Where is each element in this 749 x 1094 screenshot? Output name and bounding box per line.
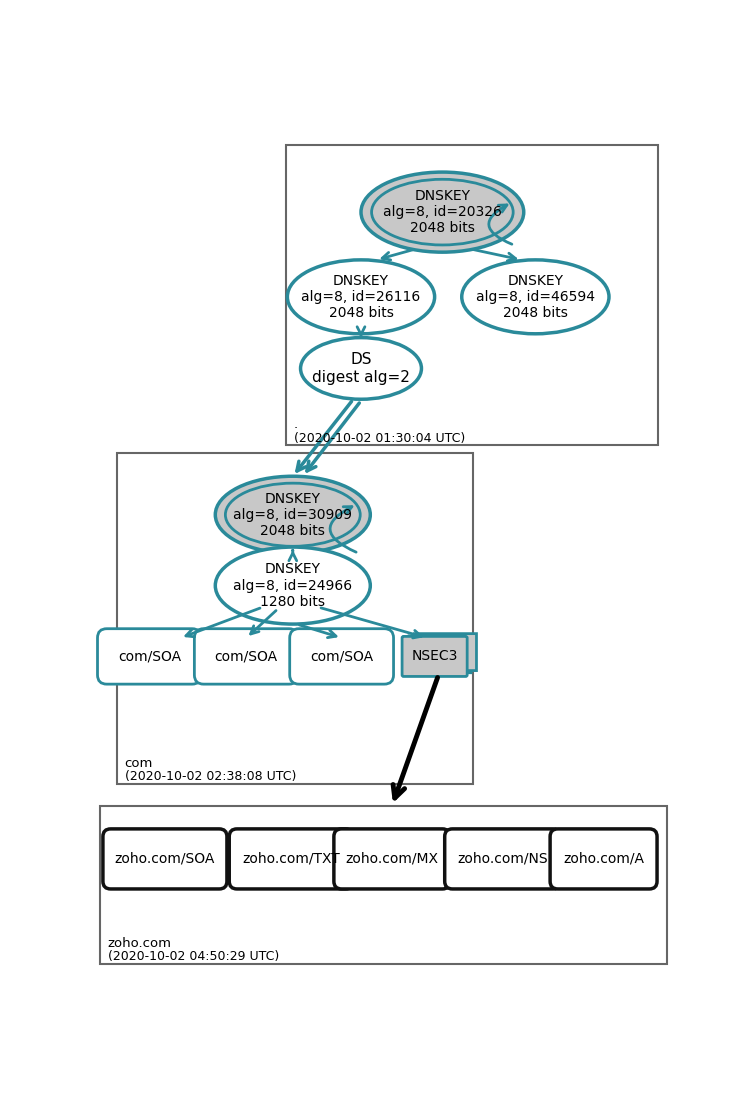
Text: DNSKEY
alg=8, id=20326
2048 bits: DNSKEY alg=8, id=20326 2048 bits xyxy=(383,189,502,235)
Ellipse shape xyxy=(461,260,609,334)
Text: com/SOA: com/SOA xyxy=(215,650,278,663)
Text: com/SOA: com/SOA xyxy=(310,650,373,663)
FancyBboxPatch shape xyxy=(550,829,657,889)
Ellipse shape xyxy=(215,547,370,624)
Text: zoho.com/SOA: zoho.com/SOA xyxy=(115,852,215,866)
FancyBboxPatch shape xyxy=(97,629,201,684)
FancyBboxPatch shape xyxy=(409,636,471,673)
FancyBboxPatch shape xyxy=(100,806,667,964)
FancyBboxPatch shape xyxy=(286,146,658,445)
Text: zoho.com/MX: zoho.com/MX xyxy=(345,852,438,866)
FancyBboxPatch shape xyxy=(195,629,298,684)
Text: DNSKEY
alg=8, id=30909
2048 bits: DNSKEY alg=8, id=30909 2048 bits xyxy=(233,491,352,538)
Text: zoho.com/A: zoho.com/A xyxy=(563,852,644,866)
Text: com/SOA: com/SOA xyxy=(118,650,181,663)
Text: NSEC3: NSEC3 xyxy=(411,650,458,663)
Text: zoho.com/TXT: zoho.com/TXT xyxy=(243,852,340,866)
Text: (2020-10-02 01:30:04 UTC): (2020-10-02 01:30:04 UTC) xyxy=(294,431,465,444)
Text: (2020-10-02 04:50:29 UTC): (2020-10-02 04:50:29 UTC) xyxy=(108,950,279,963)
Text: DS
digest alg=2: DS digest alg=2 xyxy=(312,352,410,385)
FancyBboxPatch shape xyxy=(290,629,393,684)
FancyBboxPatch shape xyxy=(334,829,450,889)
FancyBboxPatch shape xyxy=(445,829,561,889)
FancyBboxPatch shape xyxy=(402,637,467,676)
FancyBboxPatch shape xyxy=(117,453,473,784)
Text: zoho.com/NS: zoho.com/NS xyxy=(458,852,548,866)
Text: (2020-10-02 02:38:08 UTC): (2020-10-02 02:38:08 UTC) xyxy=(124,770,296,783)
FancyBboxPatch shape xyxy=(229,829,354,889)
Ellipse shape xyxy=(361,172,524,253)
Text: .: . xyxy=(294,419,297,431)
Text: DNSKEY
alg=8, id=46594
2048 bits: DNSKEY alg=8, id=46594 2048 bits xyxy=(476,274,595,321)
Ellipse shape xyxy=(215,476,370,554)
Text: DNSKEY
alg=8, id=24966
1280 bits: DNSKEY alg=8, id=24966 1280 bits xyxy=(233,562,352,608)
Text: DNSKEY
alg=8, id=26116
2048 bits: DNSKEY alg=8, id=26116 2048 bits xyxy=(301,274,421,321)
Text: zoho.com: zoho.com xyxy=(108,936,172,950)
Ellipse shape xyxy=(300,338,422,399)
FancyBboxPatch shape xyxy=(103,829,227,889)
Text: com: com xyxy=(124,757,153,770)
Ellipse shape xyxy=(288,260,434,334)
FancyBboxPatch shape xyxy=(414,633,476,671)
